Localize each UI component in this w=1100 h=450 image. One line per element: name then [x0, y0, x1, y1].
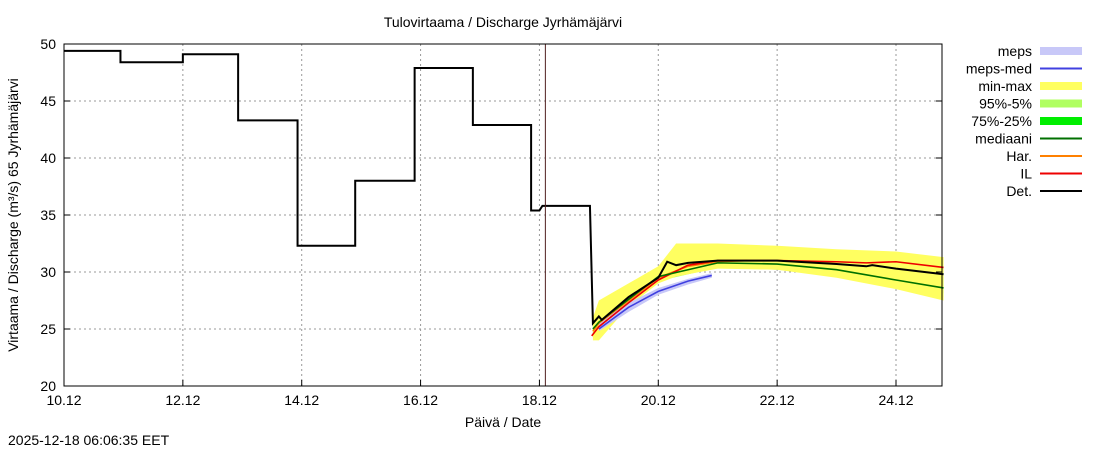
legend-swatch — [1040, 117, 1082, 125]
legend-label: Det. — [1006, 183, 1032, 199]
x-tick-label: 18.12 — [522, 392, 557, 408]
band-minmax — [592, 243, 944, 341]
x-tick-label: 20.12 — [641, 392, 676, 408]
legend-label: 95%-5% — [979, 96, 1032, 112]
y-tick-label: 35 — [40, 207, 56, 223]
legend-label: mediaani — [975, 131, 1032, 147]
legend-label: Har. — [1006, 148, 1032, 164]
legend-label: min-max — [978, 78, 1032, 94]
series-line-mepsmed — [598, 274, 712, 330]
x-tick-label: 16.12 — [403, 392, 438, 408]
series-line-det — [64, 49, 944, 326]
band-meps — [598, 273, 712, 332]
legend-label: 75%-25% — [971, 113, 1032, 129]
y-tick-label: 40 — [40, 150, 56, 166]
x-tick-label: 12.12 — [165, 392, 200, 408]
x-axis-label: Päivä / Date — [465, 414, 541, 430]
legend-swatch — [1040, 99, 1082, 108]
legend-label: meps — [998, 43, 1032, 59]
timestamp: 2025-12-18 06:06:35 EET — [8, 432, 170, 448]
x-tick-label: 10.12 — [46, 392, 81, 408]
y-tick-label: 25 — [40, 321, 56, 337]
legend-label: meps-med — [966, 61, 1032, 77]
y-tick-label: 20 — [40, 378, 56, 394]
chart-title: Tulovirtaama / Discharge Jyrhämäjärvi — [384, 14, 622, 30]
y-tick-label: 50 — [40, 36, 56, 52]
legend-label: IL — [1020, 166, 1032, 182]
x-tick-label: 24.12 — [878, 392, 913, 408]
legend-swatch — [1040, 47, 1082, 55]
legend-swatch — [1040, 82, 1082, 90]
y-tick-label: 45 — [40, 93, 56, 109]
x-tick-label: 14.12 — [284, 392, 319, 408]
y-axis-label: Virtaama / Discharge (m³/s) 65 Jyrhämäjä… — [5, 78, 21, 352]
x-tick-label: 22.12 — [760, 392, 795, 408]
y-tick-label: 30 — [40, 264, 56, 280]
